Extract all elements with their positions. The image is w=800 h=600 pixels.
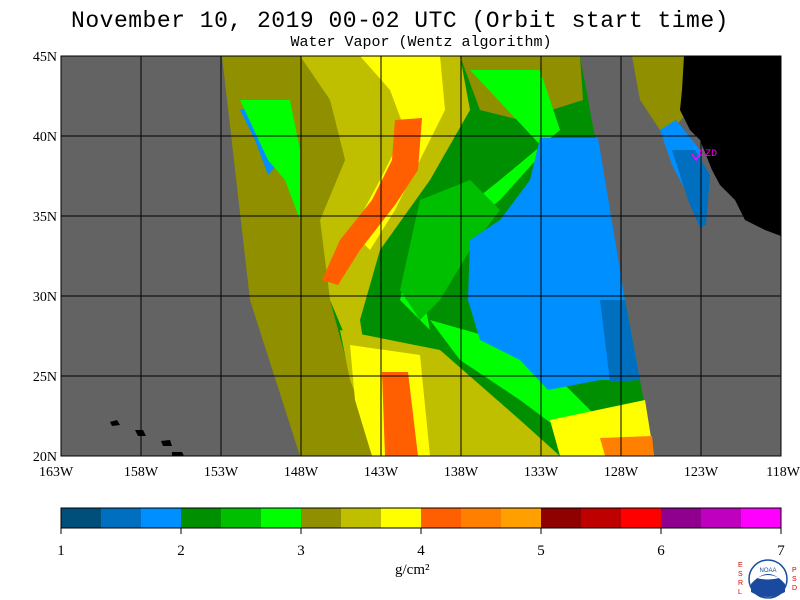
colorbar-swatch	[141, 508, 182, 528]
colorbar-swatch	[181, 508, 222, 528]
station-label: CZD	[699, 149, 717, 160]
lon-label-133W: 133W	[524, 465, 559, 480]
swath-southeast-orange	[600, 436, 654, 456]
map-panel: CZD	[60, 55, 782, 457]
colorbar-tick-label-7: 7	[777, 543, 785, 559]
swath-blue-edge	[600, 300, 640, 382]
station-czd: CZD	[691, 149, 717, 162]
lat-label-35N: 35N	[33, 210, 57, 225]
lon-label-158W: 158W	[124, 465, 159, 480]
island-hawaii	[172, 452, 184, 456]
colorbar-swatch	[261, 508, 302, 528]
noaa-emblem-wave	[751, 574, 785, 597]
lon-label-118W: 118W	[766, 465, 800, 480]
lat-label-45N: 45N	[33, 50, 57, 65]
colorbar-swatch	[101, 508, 142, 528]
colorbar-swatch	[621, 508, 662, 528]
colorbar-units: g/cm²	[395, 562, 430, 578]
swath-moderate-olive	[222, 56, 372, 456]
colorbar-tick-label-5: 5	[537, 543, 545, 559]
lon-label-128W: 128W	[604, 465, 639, 480]
colorbar-swatch	[501, 508, 542, 528]
noaa-esrl-logo: E S R L P S D NOAA	[738, 559, 797, 599]
page-title: November 10, 2019 00-02 UTC (Orbit start…	[71, 8, 729, 34]
psd-letter-d: D	[792, 585, 797, 592]
psd-letter-s: S	[792, 576, 797, 583]
swath-central-green	[400, 180, 500, 320]
north-america-land	[680, 56, 781, 236]
swath-light-green-west	[240, 100, 300, 220]
swath-orange-band-south	[382, 372, 418, 456]
island-kauai	[110, 420, 120, 426]
colorbar-tick-label-6: 6	[657, 543, 665, 559]
swath-south-bright-green	[430, 320, 600, 430]
colorbar-tick-label-3: 3	[297, 543, 305, 559]
colorbar-tick-labels: 1 2 3 4 5 6 7	[57, 528, 785, 559]
lat-label-30N: 30N	[33, 290, 57, 305]
page-subtitle: Water Vapor (Wentz algorithm)	[290, 34, 552, 51]
colorbar-tick-label-4: 4	[417, 543, 425, 559]
lon-label-143W: 143W	[364, 465, 399, 480]
esrl-letter-l: L	[738, 589, 742, 596]
lat-label-20N: 20N	[33, 450, 57, 465]
colorbar-swatch	[461, 508, 502, 528]
colorbar-tick-label-1: 1	[57, 543, 65, 559]
esrl-letter-e: E	[738, 562, 743, 569]
map-gridlines	[61, 56, 781, 456]
lon-label-138W: 138W	[444, 465, 479, 480]
water-vapor-swath	[222, 56, 654, 456]
map-border	[60, 55, 782, 457]
colorbar-swatch	[301, 508, 342, 528]
colorbar	[60, 507, 782, 529]
colorbar-tick-label-2: 2	[177, 543, 185, 559]
colorbar-swatch	[581, 508, 622, 528]
latitude-labels: 45N 40N 35N 30N 25N 20N	[33, 50, 57, 465]
psd-letter-p: P	[792, 567, 797, 574]
swath-blue-dry-east	[468, 138, 640, 390]
lat-label-25N: 25N	[33, 370, 57, 385]
colorbar-swatch	[61, 508, 102, 528]
colorbar-swatch	[701, 508, 742, 528]
colorbar-swatch	[541, 508, 582, 528]
station-marker-icon	[691, 153, 701, 162]
colorbar-swatch	[341, 508, 382, 528]
colorbar-swatch	[421, 508, 462, 528]
lon-label-153W: 153W	[204, 465, 239, 480]
esrl-letters: E S R L P S D	[738, 562, 797, 596]
colorbar-swatch	[221, 508, 262, 528]
colorbar-swatch	[741, 508, 782, 528]
noaa-bird-icon	[757, 575, 779, 580]
lat-label-40N: 40N	[33, 130, 57, 145]
lon-label-123W: 123W	[684, 465, 719, 480]
longitude-labels: 163W 158W 153W 148W 143W 138W 133W 128W 123W 118W	[39, 465, 800, 480]
esrl-letter-r: R	[738, 580, 743, 587]
colorbar-swatch	[661, 508, 702, 528]
esrl-letter-s: S	[738, 571, 743, 578]
lon-label-148W: 148W	[284, 465, 319, 480]
island-maui	[161, 440, 172, 446]
lon-label-163W: 163W	[39, 465, 74, 480]
colorbar-swatch	[381, 508, 422, 528]
swath-orange-band-north	[322, 118, 422, 285]
noaa-center-text: NOAA	[759, 568, 776, 574]
